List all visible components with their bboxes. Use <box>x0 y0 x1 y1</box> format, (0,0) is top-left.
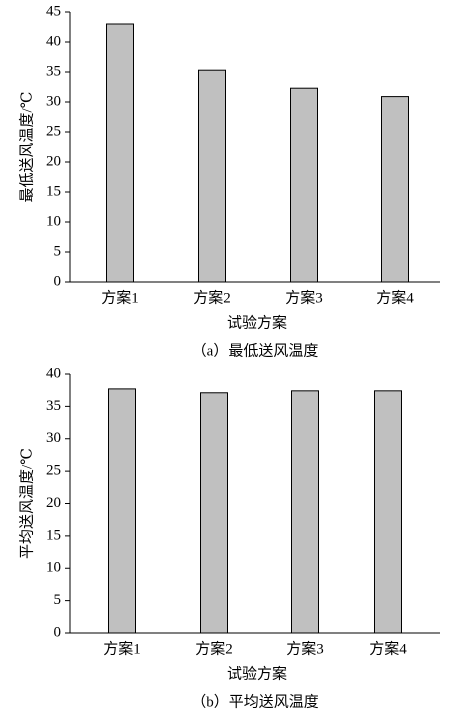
y-tick-label: 40 <box>46 33 61 49</box>
bar <box>198 69 226 283</box>
y-axis-label: 最低送风温度/℃ <box>18 92 35 203</box>
caption: （a）最低送风温度 <box>192 342 319 359</box>
y-tick-label: 45 <box>46 3 61 19</box>
y-tick-label: 30 <box>46 430 61 446</box>
y-tick-label: 5 <box>54 243 62 259</box>
bar <box>381 96 409 283</box>
y-tick-label: 15 <box>46 527 61 543</box>
y-tick-label: 20 <box>46 153 61 169</box>
y-tick-label: 0 <box>54 624 62 640</box>
x-axis-label: 试验方案 <box>227 664 287 682</box>
y-tick-label: 15 <box>46 183 61 199</box>
x-tick-label: 方案3 <box>286 639 324 657</box>
y-tick-label: 10 <box>46 560 61 576</box>
bar <box>290 87 318 283</box>
y-tick-label: 0 <box>54 273 62 289</box>
y-tick-label: 5 <box>54 592 62 608</box>
bar <box>108 388 136 634</box>
y-tick-label: 40 <box>46 365 61 381</box>
bar <box>291 390 319 634</box>
bar <box>374 390 402 634</box>
x-axis-label: 试验方案 <box>227 313 287 331</box>
y-tick-label: 30 <box>46 93 61 109</box>
x-tick-label: 方案1 <box>101 288 139 306</box>
x-tick-label: 方案1 <box>103 639 141 657</box>
caption: （b）平均送风温度 <box>191 693 319 710</box>
y-tick-label: 35 <box>46 63 61 79</box>
y-tick-label: 10 <box>46 213 61 229</box>
x-tick-label: 方案2 <box>195 639 233 657</box>
y-tick-label: 35 <box>46 398 61 414</box>
y-tick-label: 25 <box>46 123 61 139</box>
x-tick-label: 方案4 <box>369 639 407 657</box>
bar <box>106 23 134 283</box>
x-tick-label: 方案2 <box>193 288 231 306</box>
y-tick-label: 20 <box>46 495 61 511</box>
x-tick-label: 方案3 <box>285 288 323 306</box>
y-tick-label: 25 <box>46 463 61 479</box>
x-tick-label: 方案4 <box>376 288 414 306</box>
bar <box>200 392 228 634</box>
y-axis-label: 平均送风温度/℃ <box>18 448 35 559</box>
